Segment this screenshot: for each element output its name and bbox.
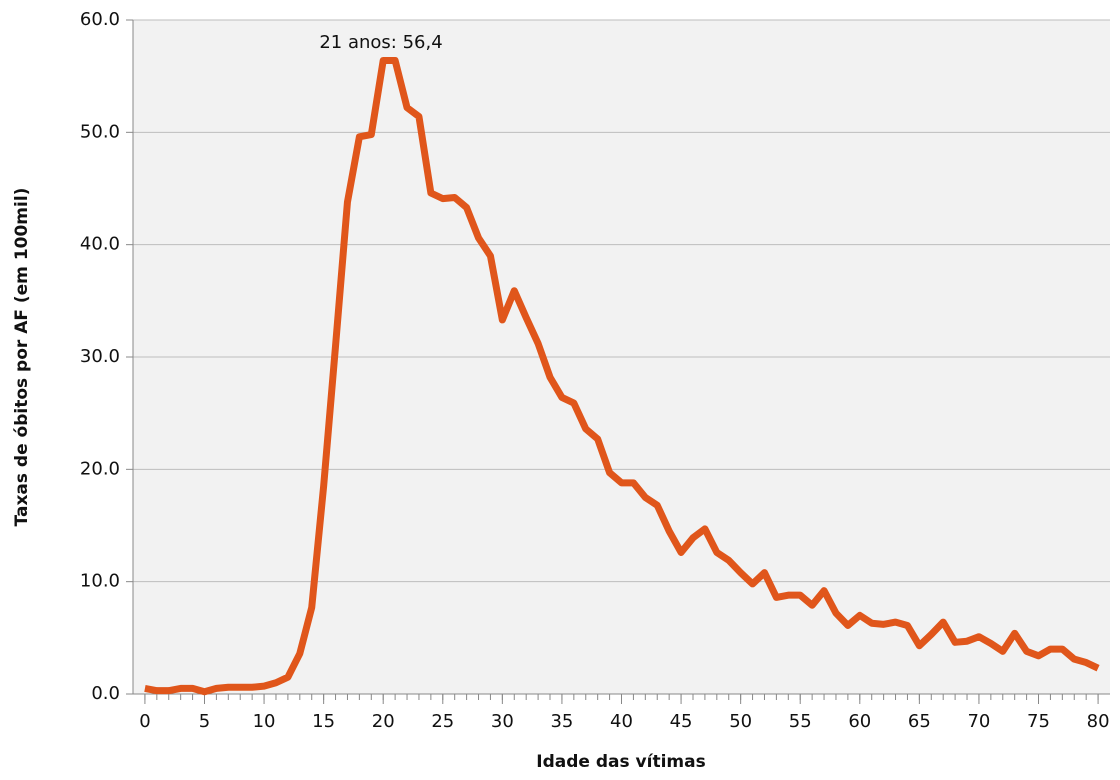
x-tick-label: 30 [491, 711, 514, 732]
x-tick-label: 35 [550, 711, 573, 732]
y-tick-label: 60.0 [80, 9, 120, 30]
x-tick-label: 60 [848, 711, 871, 732]
y-tick-label: 0.0 [91, 683, 120, 704]
x-tick-label: 55 [789, 711, 812, 732]
x-tick-label: 25 [431, 711, 454, 732]
y-tick-label: 50.0 [80, 121, 120, 142]
x-tick-label: 65 [908, 711, 931, 732]
y-axis-title: Taxas de óbitos por AF (em 100mil) [12, 188, 32, 527]
y-tick-label: 40.0 [80, 234, 120, 255]
x-tick-label: 75 [1027, 711, 1050, 732]
x-tick-label: 15 [312, 711, 335, 732]
x-tick-label: 70 [967, 711, 990, 732]
x-tick-label: 10 [253, 711, 276, 732]
x-tick-label: 40 [610, 711, 633, 732]
y-tick-label: 30.0 [80, 346, 120, 367]
annotation: 21 anos: 56,4 [319, 32, 442, 53]
y-tick-label: 10.0 [80, 571, 120, 592]
x-tick-label: 45 [670, 711, 693, 732]
y-tick-label: 20.0 [80, 458, 120, 479]
x-tick-label: 5 [199, 711, 210, 732]
x-axis-title: Idade das vítimas [536, 752, 705, 772]
x-tick-label: 0 [139, 711, 150, 732]
x-tick-label: 20 [372, 711, 395, 732]
x-tick-label: 50 [729, 711, 752, 732]
x-tick-label: 80 [1087, 711, 1110, 732]
data-line [144, 56, 1100, 696]
